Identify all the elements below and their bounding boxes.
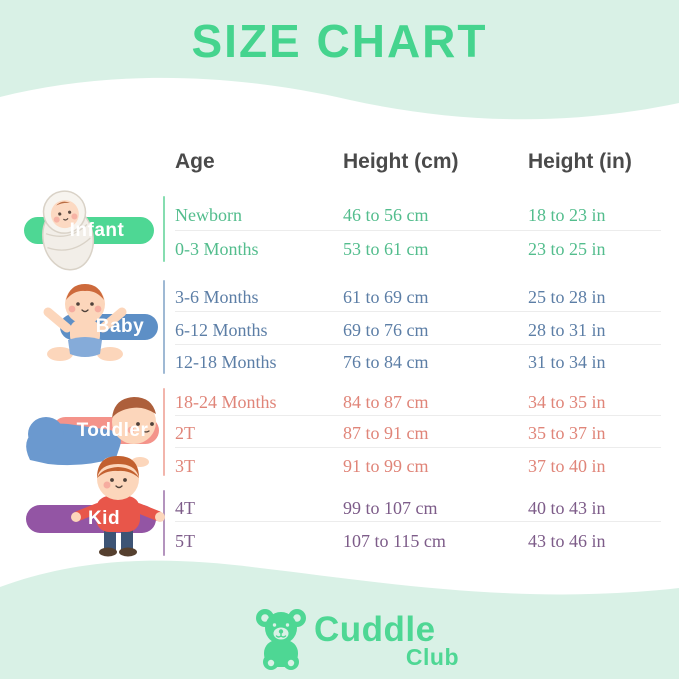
table-cell-age: 4T [175, 498, 195, 518]
table-cell-height-cm: 87 to 91 cm [343, 423, 429, 443]
table-cell-age: Newborn [175, 205, 242, 225]
toddler-group-divider-line [163, 388, 165, 476]
column-header-age: Age [175, 150, 215, 173]
row-separator [175, 311, 661, 312]
kid-group-label: Kid [87, 508, 121, 529]
table-cell-age: 12-18 Months [175, 352, 277, 372]
brand-name-cuddle: Cuddle [314, 610, 436, 649]
table-cell-height-cm: 76 to 84 cm [343, 352, 429, 372]
table-cell-age: 18-24 Months [175, 392, 277, 412]
row-separator [175, 521, 661, 522]
infant-group-divider-line [163, 196, 165, 262]
column-header-height-in: Height (in) [528, 150, 632, 173]
sitting-baby-illustration [22, 278, 148, 367]
baby-group-divider-line [163, 280, 165, 374]
table-cell-height-in: 18 to 23 in [528, 205, 606, 225]
standing-kid-illustration [66, 452, 170, 563]
table-cell-height-in: 31 to 34 in [528, 352, 606, 372]
row-separator [175, 415, 661, 416]
table-cell-height-cm: 46 to 56 cm [343, 205, 429, 225]
table-cell-age: 2T [175, 423, 195, 443]
swaddled-infant-illustration [28, 186, 106, 277]
page-title: SIZE CHART [191, 15, 488, 67]
teddy-bear-icon [250, 607, 312, 676]
brand-name-club: Club [405, 644, 459, 670]
table-cell-height-in: 28 to 31 in [528, 320, 606, 340]
table-cell-age: 3-6 Months [175, 287, 259, 307]
table-cell-age: 5T [175, 531, 195, 551]
table-cell-height-in: 37 to 40 in [528, 456, 606, 476]
table-cell-height-in: 25 to 28 in [528, 287, 606, 307]
table-cell-height-in: 43 to 46 in [528, 531, 606, 551]
infant-group-label: Infant [69, 220, 125, 241]
kid-group-divider-line [163, 490, 165, 556]
crawling-toddler-illustration [12, 382, 168, 479]
table-cell-height-cm: 69 to 76 cm [343, 320, 429, 340]
column-header-height-cm: Height (cm) [343, 150, 459, 173]
row-separator [175, 344, 661, 345]
table-cell-height-cm: 53 to 61 cm [343, 239, 429, 259]
table-cell-height-cm: 99 to 107 cm [343, 498, 438, 518]
table-cell-age: 6-12 Months [175, 320, 268, 340]
table-cell-height-cm: 61 to 69 cm [343, 287, 429, 307]
table-cell-age: 0-3 Months [175, 239, 259, 259]
table-cell-age: 3T [175, 456, 195, 476]
table-cell-height-in: 35 to 37 in [528, 423, 606, 443]
toddler-group-label: Toddler [76, 420, 149, 441]
row-separator [175, 230, 661, 231]
row-separator [175, 447, 661, 448]
table-cell-height-cm: 91 to 99 cm [343, 456, 429, 476]
table-cell-height-in: 23 to 25 in [528, 239, 606, 259]
table-cell-height-in: 40 to 43 in [528, 498, 606, 518]
table-cell-height-in: 34 to 35 in [528, 392, 606, 412]
baby-group-label: Baby [95, 316, 145, 337]
table-cell-height-cm: 107 to 115 cm [343, 531, 446, 551]
table-cell-height-cm: 84 to 87 cm [343, 392, 429, 412]
